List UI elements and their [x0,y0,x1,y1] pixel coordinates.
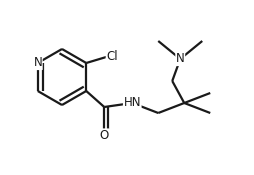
Text: HN: HN [123,96,141,110]
Text: N: N [176,52,185,65]
Text: O: O [100,129,109,142]
Text: N: N [33,57,42,69]
Text: Cl: Cl [106,51,118,64]
